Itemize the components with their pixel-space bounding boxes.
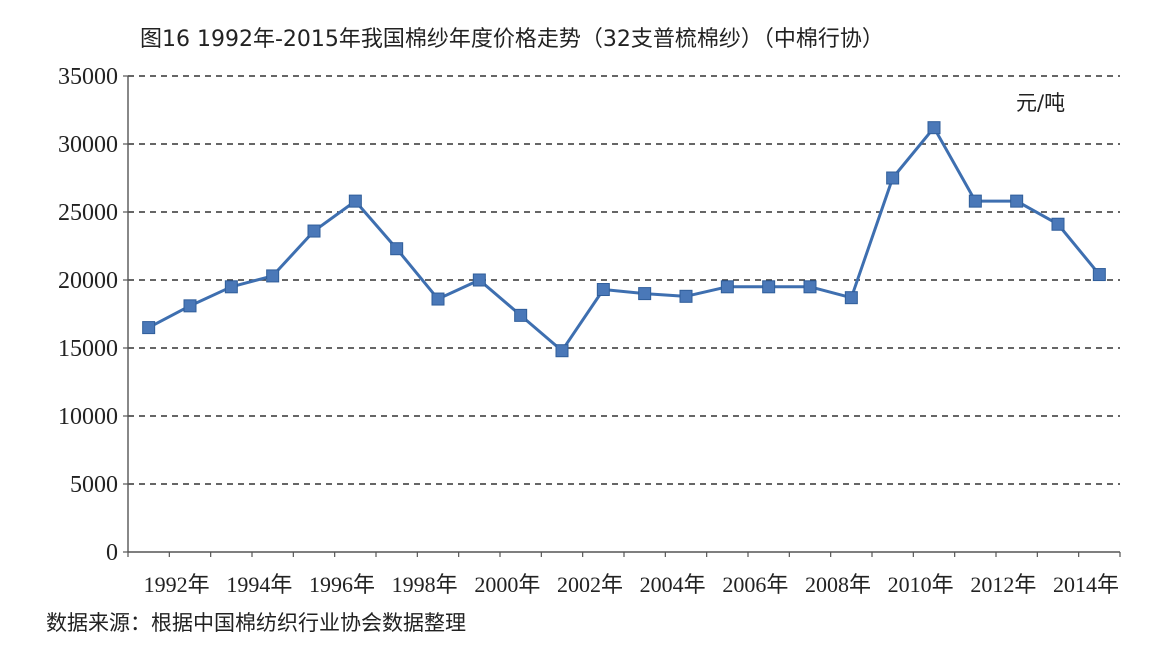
axes xyxy=(123,75,1121,557)
data-point-2014 xyxy=(1051,217,1065,231)
data-point-1994 xyxy=(224,280,238,294)
source-note: 数据来源：根据中国棉纺织行业协会数据整理 xyxy=(46,611,466,635)
y-tick-label: 15000 xyxy=(58,336,118,362)
grid-lines xyxy=(128,75,1120,485)
data-point-2008 xyxy=(803,280,817,294)
data-point-1992 xyxy=(142,321,156,335)
data-markers xyxy=(142,121,1106,358)
data-point-2007 xyxy=(762,280,776,294)
x-tick-label: 1998年 xyxy=(392,572,458,597)
data-point-2011 xyxy=(927,121,941,135)
data-point-1993 xyxy=(183,299,197,313)
y-tick-label: 25000 xyxy=(58,200,118,226)
y-tick-labels: 0 5000 10000 15000 20000 25000 30000 35000 xyxy=(58,64,118,566)
x-tick-label: 2000年 xyxy=(474,572,540,597)
data-point-2015 xyxy=(1092,268,1106,282)
series-line-path xyxy=(147,126,1101,353)
data-point-2013 xyxy=(1010,194,1024,208)
data-point-1998 xyxy=(390,242,404,256)
x-tick-label: 2006年 xyxy=(722,572,788,597)
x-tick-label: 2010年 xyxy=(888,572,954,597)
series-line xyxy=(147,126,1101,353)
y-tick-label: 35000 xyxy=(58,64,118,90)
data-point-2003 xyxy=(596,283,610,297)
data-point-1997 xyxy=(348,194,362,208)
x-tick-label: 2002年 xyxy=(557,572,623,597)
y-tick-label: 20000 xyxy=(58,268,118,294)
y-tick-label: 10000 xyxy=(58,404,118,430)
data-point-2002 xyxy=(555,344,569,358)
data-point-2001 xyxy=(514,308,528,322)
x-tick-labels: 1992年 1994年 1996年 1998年 2000年 2002年 2004年 2006年… xyxy=(144,572,1119,597)
x-tick-label: 1996年 xyxy=(309,572,375,597)
data-point-2010 xyxy=(886,171,900,185)
data-point-2000 xyxy=(472,273,486,287)
data-point-2005 xyxy=(679,289,693,303)
y-tick-label: 30000 xyxy=(58,132,118,158)
data-point-2012 xyxy=(968,194,982,208)
x-tick-label: 2014年 xyxy=(1053,572,1119,597)
data-point-1996 xyxy=(307,224,321,238)
data-point-1995 xyxy=(266,269,280,283)
x-tick-label: 2008年 xyxy=(805,572,871,597)
x-tick-label: 1994年 xyxy=(226,572,292,597)
y-tick-label: 0 xyxy=(106,540,118,566)
y-tick-label: 5000 xyxy=(70,472,118,498)
data-point-2004 xyxy=(638,287,652,301)
x-tick-label: 2012年 xyxy=(970,572,1036,597)
unit-label: 元/吨 xyxy=(1016,91,1065,115)
data-point-2006 xyxy=(720,280,734,294)
data-point-2009 xyxy=(844,291,858,305)
data-point-1999 xyxy=(431,292,445,306)
chart-title: 图16 1992年-2015年我国棉纱年度价格走势（32支普梳棉纱）（中棉行协） xyxy=(140,27,884,52)
x-tick-label: 1992年 xyxy=(144,572,210,597)
x-tick-label: 2004年 xyxy=(640,572,706,597)
